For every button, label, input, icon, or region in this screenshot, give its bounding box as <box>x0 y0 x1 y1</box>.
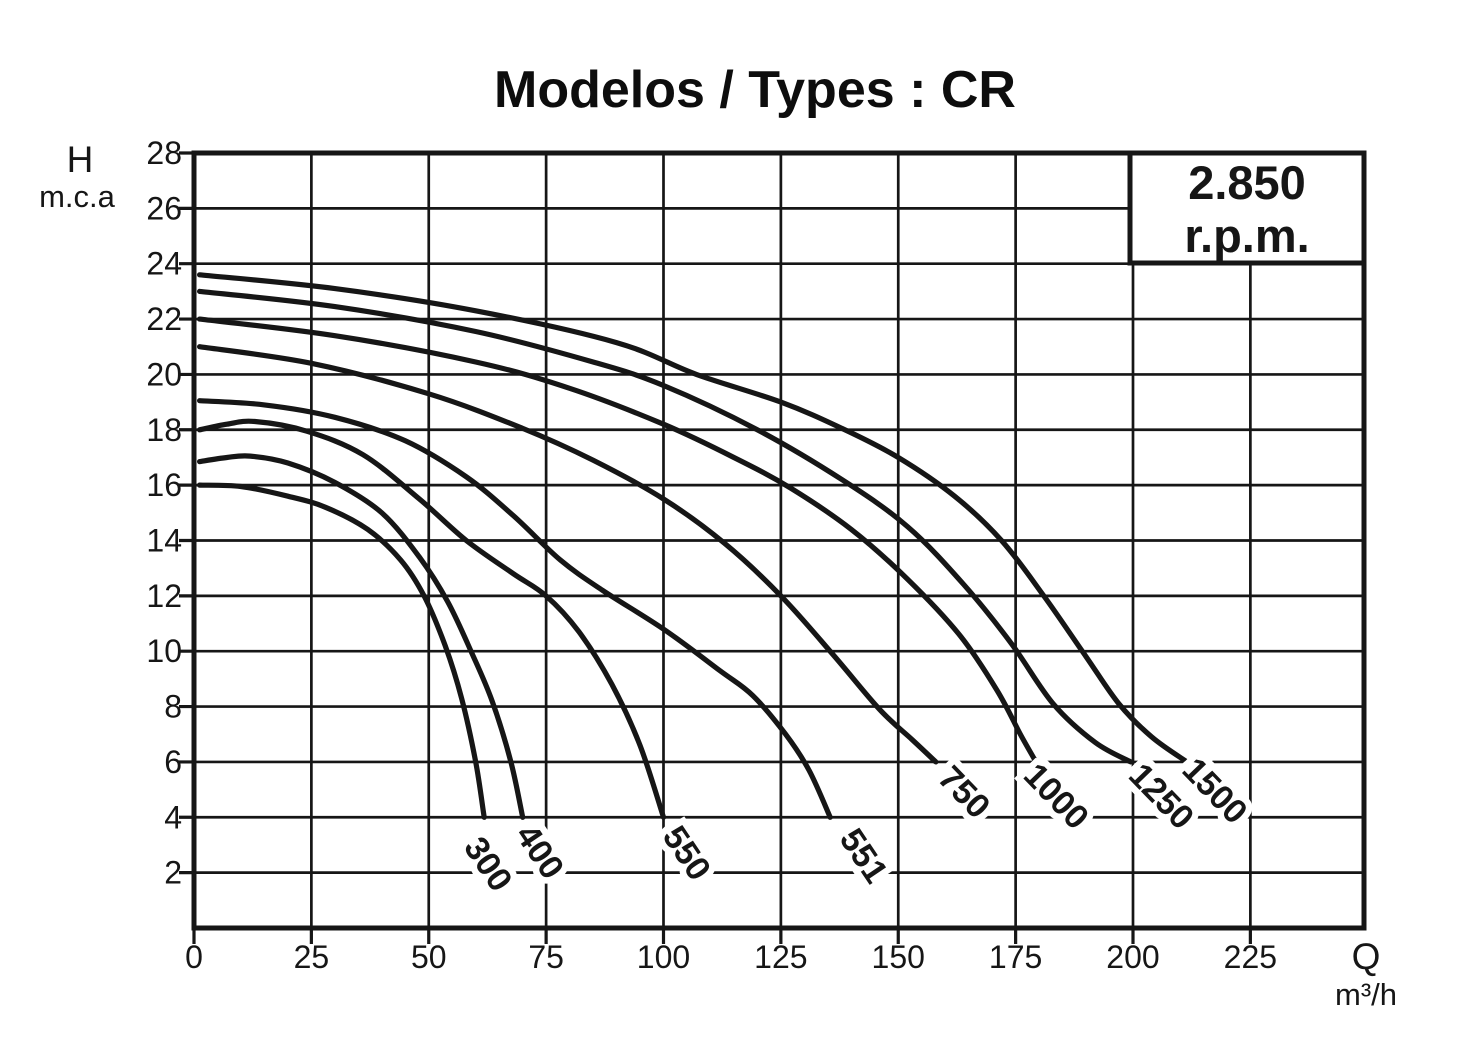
curve-550 <box>197 418 667 820</box>
y-tick-label: 28 <box>146 135 182 171</box>
y-tick-label: 16 <box>146 467 182 503</box>
chart-title: Modelos / Types : CR <box>494 61 1016 119</box>
curve-1500 <box>197 272 1190 765</box>
x-tick-label: 125 <box>754 939 807 975</box>
rpm-unit: r.p.m. <box>1184 209 1309 262</box>
y-axis-symbol: H <box>66 139 94 180</box>
y-tick-label: 12 <box>146 578 182 614</box>
x-tick-label: 25 <box>294 939 330 975</box>
x-tick-label: 75 <box>528 939 564 975</box>
curve-400 <box>197 453 526 820</box>
rpm-value: 2.850 <box>1188 156 1306 209</box>
x-axis-symbol: Q <box>1351 936 1381 977</box>
y-tick-label: 14 <box>146 522 182 558</box>
x-tick-label: 50 <box>411 939 447 975</box>
y-tick-label: 24 <box>146 246 182 282</box>
x-tick-label: 150 <box>872 939 925 975</box>
x-tick-label: 200 <box>1106 939 1159 975</box>
curve-750 <box>197 344 939 765</box>
y-tick-label: 18 <box>146 412 182 448</box>
y-tick-label: 26 <box>146 190 182 226</box>
y-tick-label: 10 <box>146 633 182 669</box>
x-tick-label: 225 <box>1224 939 1277 975</box>
x-tick-label: 100 <box>637 939 690 975</box>
x-axis-unit: m³/h <box>1335 977 1397 1012</box>
y-tick-label: 2 <box>164 855 182 891</box>
y-tick-label: 22 <box>146 301 182 337</box>
curve-1250 <box>197 288 1134 765</box>
curve-551 <box>197 398 833 820</box>
y-tick-label: 6 <box>164 744 182 780</box>
x-tick-label: 175 <box>989 939 1042 975</box>
y-tick-label: 20 <box>146 356 182 392</box>
curve-1000 <box>197 316 1037 762</box>
curve-300 <box>197 482 487 820</box>
y-axis-unit: m.c.a <box>39 179 115 214</box>
y-tick-label: 4 <box>164 799 182 835</box>
y-tick-label: 8 <box>164 689 182 725</box>
x-tick-label: 0 <box>185 939 203 975</box>
